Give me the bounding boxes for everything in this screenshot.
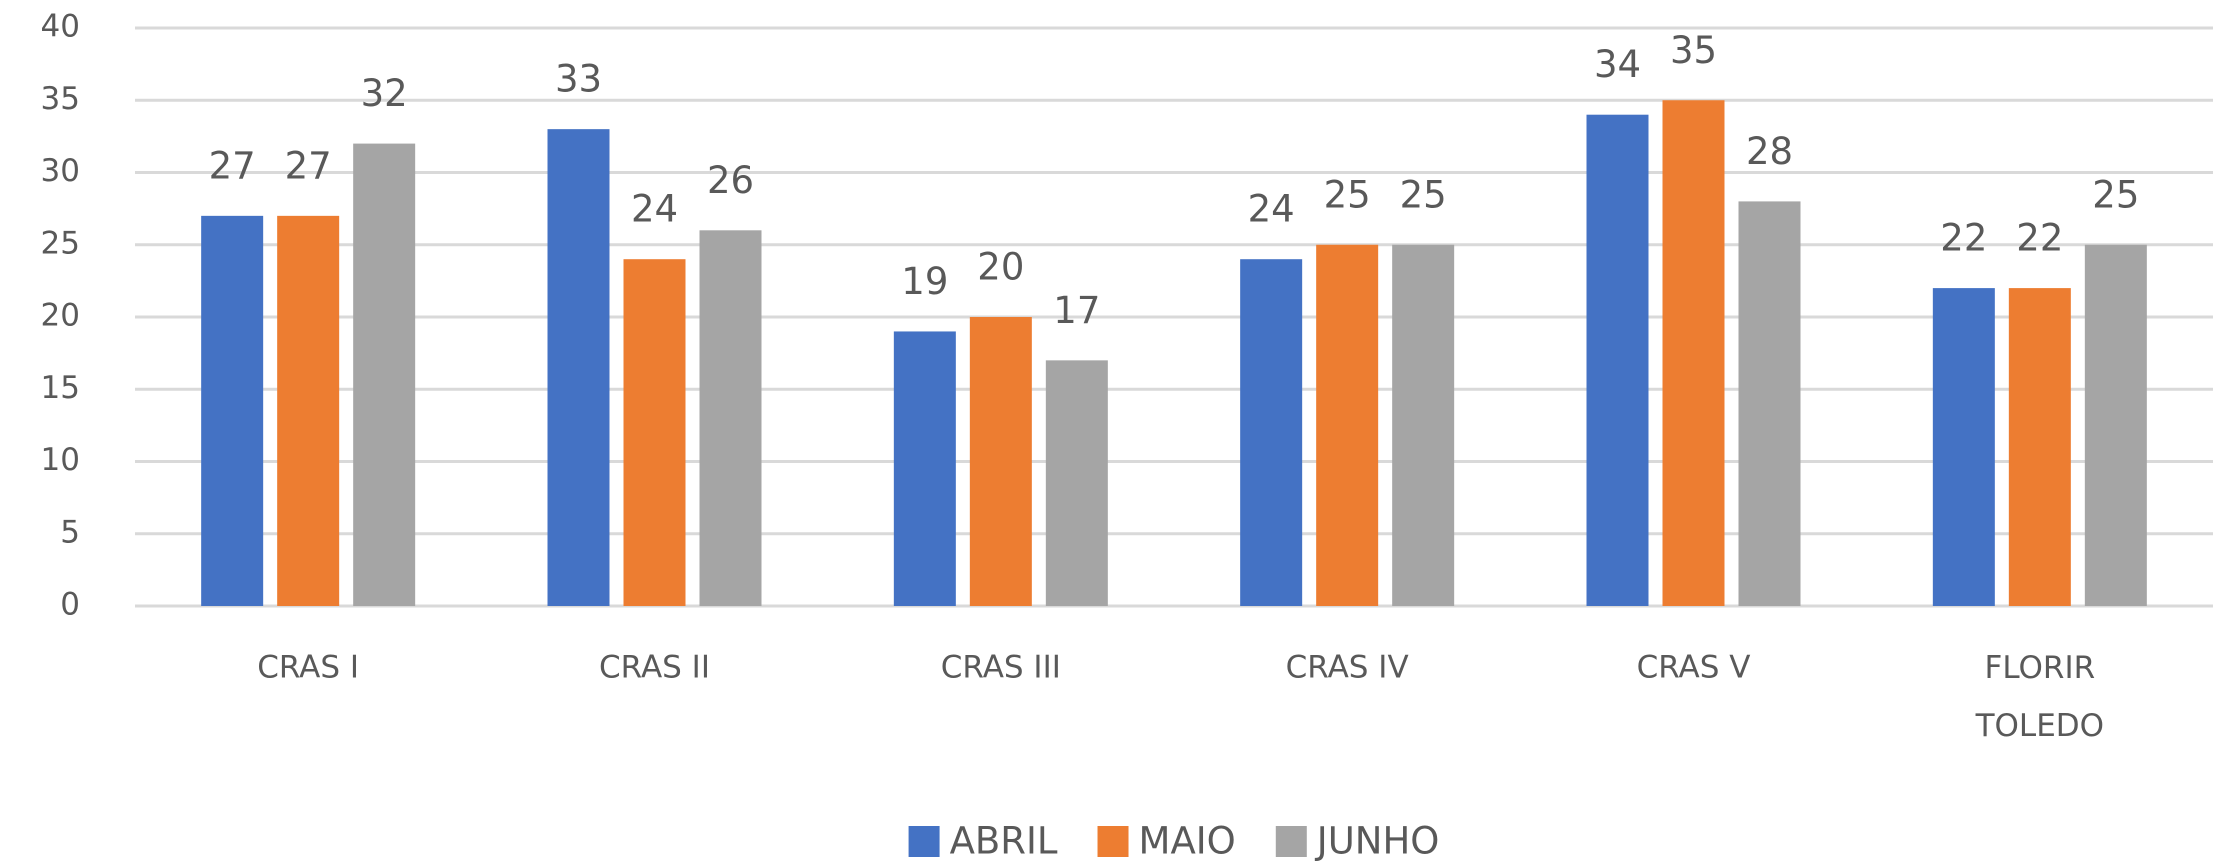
value-label: 25	[2092, 173, 2139, 216]
x-tick-label: CRAS V	[1637, 650, 1751, 686]
bar	[969, 317, 1032, 606]
bar	[2008, 288, 2071, 606]
bar	[201, 215, 264, 606]
value-label: 33	[555, 58, 602, 101]
legend-swatch	[1097, 826, 1129, 857]
value-label: 27	[285, 144, 332, 187]
y-tick-label: 0	[60, 587, 80, 623]
x-tick-label: CRAS III	[941, 650, 1061, 686]
legend-label: MAIO	[1139, 820, 1236, 863]
y-tick-label: 5	[60, 514, 80, 550]
x-tick-label: CRAS I	[257, 650, 359, 686]
y-tick-label: 40	[41, 9, 80, 45]
bar	[1586, 114, 1649, 606]
bar	[893, 331, 956, 606]
bar	[2084, 244, 2147, 606]
bar	[1392, 244, 1455, 606]
value-label: 25	[1324, 173, 1371, 216]
bar	[1738, 201, 1801, 606]
bar	[623, 259, 686, 606]
y-tick-label: 20	[41, 298, 80, 334]
value-label: 19	[901, 260, 948, 303]
legend-label: ABRIL	[950, 820, 1058, 863]
value-label: 22	[1940, 217, 1987, 260]
value-label: 26	[707, 159, 754, 202]
value-label: 25	[1400, 173, 1447, 216]
y-tick-label: 30	[41, 153, 80, 189]
legend-swatch	[908, 826, 940, 857]
legend-swatch	[1275, 826, 1307, 857]
bar	[277, 215, 340, 606]
x-tick-label: CRAS IV	[1286, 650, 1409, 686]
value-label: 34	[1594, 43, 1641, 86]
value-label: 24	[1248, 188, 1295, 231]
bar	[1240, 259, 1303, 606]
bar	[1662, 100, 1725, 606]
bar	[353, 143, 416, 606]
bar	[547, 129, 610, 606]
y-tick-label: 10	[41, 442, 80, 478]
bar	[699, 230, 762, 607]
value-label: 28	[1746, 130, 1793, 173]
value-label: 32	[361, 72, 408, 115]
value-label: 35	[1670, 29, 1717, 72]
bar	[1316, 244, 1379, 606]
value-label: 22	[2016, 217, 2063, 260]
bar	[1045, 360, 1108, 606]
value-label: 20	[977, 246, 1024, 289]
y-tick-label: 35	[41, 81, 80, 117]
y-tick-label: 15	[41, 370, 80, 406]
y-tick-label: 25	[41, 225, 80, 261]
x-tick-label: CRAS II	[599, 650, 710, 686]
legend-label: JUNHO	[1315, 820, 1440, 863]
value-label: 24	[631, 188, 678, 231]
x-tick-label: FLORIR TOLEDO	[1975, 650, 2104, 744]
value-label: 17	[1053, 289, 1100, 332]
value-label: 27	[209, 144, 256, 187]
bar	[1932, 288, 1995, 606]
